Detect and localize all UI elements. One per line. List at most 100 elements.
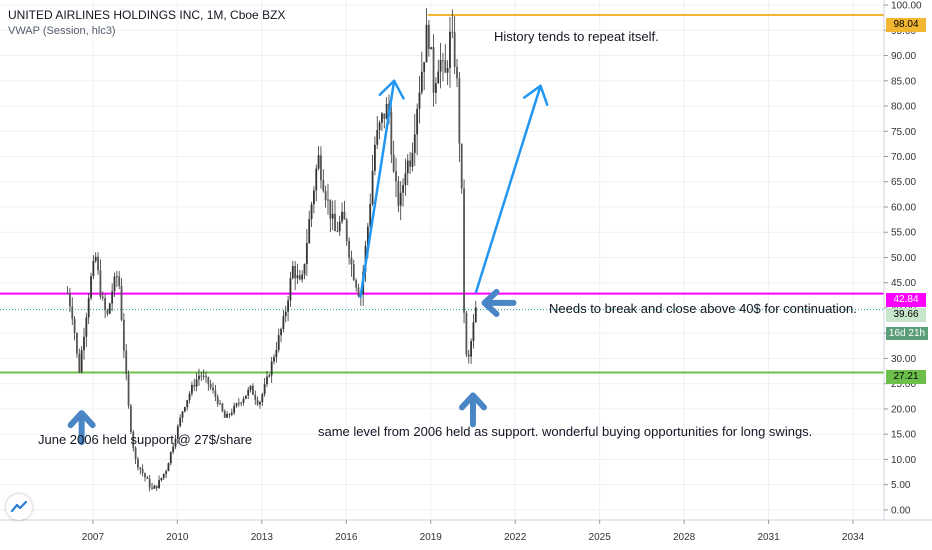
candles — [66, 8, 477, 492]
x-tick-label: 2034 — [842, 532, 865, 543]
candle-body — [345, 219, 348, 241]
drawings — [67, 79, 549, 446]
y-tick-label: 65.00 — [891, 177, 916, 188]
candle-body — [456, 66, 458, 79]
annotation-break: Needs to break and close above 40$ for c… — [549, 301, 857, 316]
candle-body — [122, 319, 125, 351]
candle-body — [331, 213, 334, 219]
candle-body — [463, 188, 465, 313]
candle-body — [320, 155, 322, 181]
candle-body — [303, 264, 306, 275]
candle-body — [366, 226, 369, 246]
candle-body — [97, 256, 99, 271]
candle-body — [252, 385, 254, 395]
candle-body — [284, 311, 287, 317]
candle-body — [397, 181, 400, 206]
candle-body — [151, 487, 153, 489]
candle-body — [305, 243, 308, 265]
candle-body — [357, 287, 360, 297]
countdown-label: 16d 21h — [886, 327, 928, 340]
candle-body — [270, 361, 273, 376]
candle-body — [66, 292, 69, 294]
candle-body — [141, 469, 144, 474]
y-tick-label: 0.00 — [891, 505, 911, 516]
candle-body — [106, 310, 109, 314]
candle-body — [209, 384, 212, 388]
candle-body — [191, 384, 193, 394]
candle-body — [193, 384, 196, 387]
candle-body — [115, 276, 118, 278]
candle-body — [134, 447, 137, 459]
candle-body — [76, 332, 78, 354]
x-tick-label: 2022 — [504, 532, 527, 543]
trend-arrow-head — [378, 79, 396, 97]
candle-body — [268, 375, 271, 377]
candle-body — [233, 405, 236, 413]
x-tick-label: 2013 — [251, 532, 274, 543]
candle-body — [460, 143, 463, 189]
candle-body — [214, 390, 217, 397]
y-tick-label: 55.00 — [891, 228, 916, 239]
candle-body — [186, 400, 189, 408]
candle-body — [474, 307, 477, 323]
candle-body — [139, 467, 142, 470]
candle-body — [216, 396, 219, 405]
candle-body — [465, 312, 468, 355]
candle-body — [162, 473, 165, 478]
candle-body — [451, 31, 454, 33]
candle-body — [87, 298, 90, 318]
time-axis[interactable]: 2007 2010 2013 2016 2019 2022 2025 2028 2031 2034 — [82, 520, 865, 543]
y-tick-label: 10.00 — [891, 455, 916, 466]
candle-body — [439, 60, 442, 72]
annotation-history: History tends to repeat itself. — [494, 29, 659, 44]
candle-body — [174, 438, 177, 447]
candle-body — [179, 417, 182, 426]
annotation-same-level: same level from 2006 held as support. wo… — [318, 424, 812, 439]
y-tick-label: 90.00 — [891, 51, 916, 62]
candle-body — [111, 291, 114, 304]
y-tick-label: 75.00 — [891, 127, 916, 138]
candle-body — [155, 485, 158, 489]
candle-body — [92, 260, 95, 277]
indicator-label[interactable]: VWAP (Session, hlc3) — [8, 25, 116, 37]
candle-body — [369, 203, 372, 227]
tradingview-logo[interactable] — [6, 494, 32, 520]
candle-body — [334, 213, 336, 232]
trend-arrow-head — [523, 84, 542, 99]
candle-body — [313, 190, 315, 205]
candle-body — [176, 425, 179, 439]
candle-body — [291, 265, 294, 279]
candle-body — [399, 192, 402, 206]
trend-arrow-head — [392, 79, 405, 100]
price-axis[interactable]: 0.005.0010.0015.0020.0025.0030.0035.0040… — [884, 1, 922, 517]
candle-body — [198, 375, 200, 380]
y-tick-label: 85.00 — [891, 76, 916, 87]
y-tick-label: 20.00 — [891, 404, 916, 415]
candle-body — [383, 113, 386, 119]
candle-body — [167, 463, 170, 472]
candle-body — [329, 199, 332, 219]
candle-body — [160, 477, 163, 481]
candle-body — [205, 375, 207, 378]
candle-body — [310, 204, 313, 220]
candle-body — [470, 340, 472, 357]
candle-body — [430, 47, 433, 50]
horizontal-lines — [0, 13, 884, 374]
price-label-resistance: 42.84 — [886, 293, 926, 307]
candle-body — [420, 71, 423, 93]
x-tick-label: 2025 — [589, 532, 612, 543]
candle-body — [411, 152, 414, 167]
candle-body — [146, 477, 149, 479]
x-tick-label: 2007 — [82, 532, 105, 543]
candle-body — [99, 270, 102, 297]
candle-body — [71, 306, 74, 319]
candle-body — [294, 265, 297, 279]
candle-body — [254, 394, 257, 400]
thick-arrow-up — [67, 410, 96, 446]
candle-body — [244, 395, 247, 399]
candle-body — [322, 180, 325, 191]
x-tick-label: 2031 — [757, 532, 780, 543]
candle-body — [104, 298, 107, 311]
candle-body — [317, 155, 320, 169]
